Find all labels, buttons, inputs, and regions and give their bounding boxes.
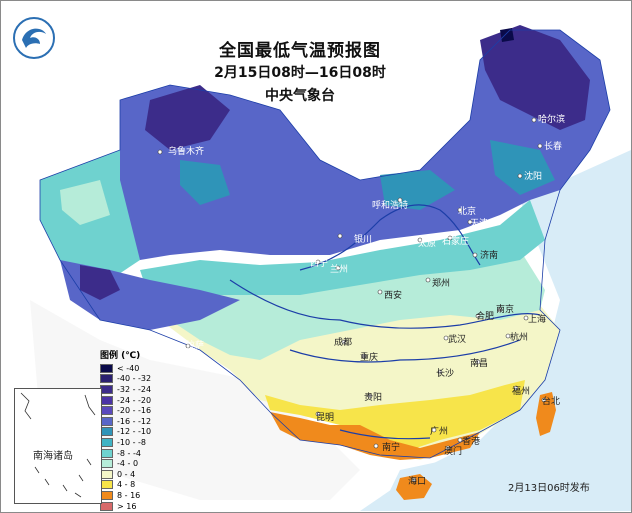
legend-item: -20 - -16 <box>100 405 151 416</box>
city-label: 南京 <box>496 305 515 315</box>
city-label: 昆明 <box>316 413 335 423</box>
region-purple-ne <box>480 25 590 130</box>
legend-label: -32 - -24 <box>117 384 152 394</box>
legend-label: -10 - -8 <box>117 437 147 447</box>
cma-logo-icon <box>12 16 56 60</box>
city-label: 石家庄 <box>442 237 470 247</box>
legend-label: -8 - -4 <box>117 448 141 458</box>
city-label: 拉萨 <box>186 341 205 351</box>
map-title: 全国最低气温预报图 <box>219 41 381 61</box>
legend-label: 4 - 8 <box>117 480 136 490</box>
city-label: 成都 <box>334 338 353 348</box>
region-purple-nw <box>145 85 230 150</box>
city-label: 西宁 <box>310 259 329 269</box>
city-markers <box>157 117 547 483</box>
city-label: 福州 <box>512 387 531 397</box>
city-label: 兰州 <box>330 265 349 275</box>
legend-item: -24 - -20 <box>100 395 151 406</box>
city-label: 哈尔滨 <box>538 115 566 125</box>
legend-label: -4 - 0 <box>117 459 139 469</box>
region-blue <box>120 30 610 260</box>
city-label: 太原 <box>418 239 437 249</box>
inset-map <box>20 392 96 498</box>
city-label: 杭州 <box>510 333 529 343</box>
city-label: 南昌 <box>470 359 489 369</box>
region-taiwan <box>536 392 556 436</box>
city-label: 贵阳 <box>364 393 383 403</box>
legend-label: -20 - -16 <box>117 406 152 416</box>
legend-item: -12 - -10 <box>100 427 151 438</box>
legend-item: 4 - 8 <box>100 480 151 491</box>
legend-item: < -40 <box>100 363 151 374</box>
legend-label: -16 - -12 <box>117 416 152 426</box>
legend-label: -40 - -32 <box>117 374 152 384</box>
legend-label: -12 - -10 <box>117 427 152 437</box>
city-label: 南宁 <box>382 443 401 453</box>
legend-swatch <box>100 363 113 373</box>
south-china-sea-inset: 南海诸岛 <box>14 388 102 504</box>
legend-label: > 16 <box>117 501 137 511</box>
region-yellow <box>265 380 525 450</box>
city-label: 乌鲁木齐 <box>168 147 205 157</box>
city-label: 银川 <box>354 235 373 245</box>
city-label: 香港 <box>462 437 481 447</box>
legend-item: -40 - -32 <box>100 374 151 385</box>
city-label: 沈阳 <box>524 172 543 182</box>
region-orange <box>270 412 480 460</box>
city-label: 重庆 <box>360 353 379 363</box>
city-label: 澳门 <box>444 447 463 457</box>
city-label: 武汉 <box>448 335 467 345</box>
legend-item: -16 - -12 <box>100 416 151 427</box>
legend-label: 8 - 16 <box>117 490 141 500</box>
region-lightcyan <box>150 250 545 360</box>
legend-item: > 16 <box>100 501 151 512</box>
legend-item: -32 - -24 <box>100 384 151 395</box>
city-label: 台北 <box>542 397 561 407</box>
region-aqua <box>140 200 545 300</box>
issuer: 中央气象台 <box>265 88 335 104</box>
legend-item: -4 - 0 <box>100 458 151 469</box>
city-label: 合肥 <box>476 312 495 322</box>
legend: 图例 (℃) < -40 -40 - -32 -32 - -24 -24 - -20-… <box>100 348 151 511</box>
city-label: 长沙 <box>436 369 455 379</box>
publish-time: 2月13日06时发布 <box>508 483 590 494</box>
legend-item: -8 - -4 <box>100 448 151 459</box>
legend-label: -24 - -20 <box>117 395 152 405</box>
city-label: 济南 <box>480 251 499 261</box>
city-label: 北京 <box>458 207 477 217</box>
city-label: 上海 <box>528 315 547 325</box>
inset-label: 南海诸岛 <box>33 451 73 462</box>
legend-swatch <box>100 501 113 511</box>
legend-label: < -40 <box>117 363 140 373</box>
city-label: 海口 <box>408 477 427 487</box>
city-label: 天津 <box>470 219 489 229</box>
legend-item: -10 - -8 <box>100 437 151 448</box>
rivers <box>229 204 541 440</box>
region-hainan <box>396 474 432 500</box>
legend-item: 8 - 16 <box>100 490 151 501</box>
legend-item: 0 - 4 <box>100 469 151 480</box>
city-label: 呼和浩特 <box>372 201 409 211</box>
city-label: 西安 <box>384 291 403 301</box>
legend-swatch <box>100 374 113 384</box>
time-range: 2月15日08时—16日08时 <box>214 65 386 81</box>
city-label: 郑州 <box>432 279 451 289</box>
legend-title: 图例 (℃) <box>100 351 141 361</box>
city-label: 长春 <box>544 142 563 152</box>
legend-label: 0 - 4 <box>117 469 136 479</box>
city-label: 广州 <box>430 427 449 437</box>
